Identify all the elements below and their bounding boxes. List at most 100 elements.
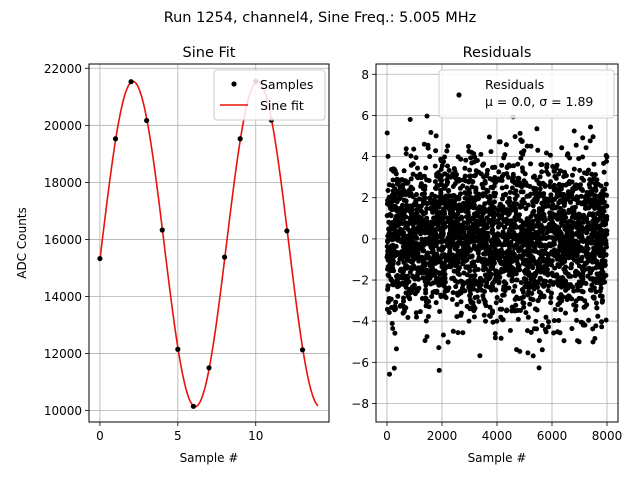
residual-point: [513, 217, 519, 223]
residual-point: [404, 244, 409, 250]
residual-point: [547, 152, 553, 158]
residual-point: [541, 191, 547, 197]
residual-point: [481, 174, 487, 180]
residual-point: [551, 318, 557, 324]
residual-point: [588, 124, 593, 130]
residual-point: [491, 199, 497, 205]
residual-point: [520, 300, 526, 306]
residual-point: [401, 295, 406, 301]
residual-point: [529, 222, 535, 228]
residual-point: [462, 173, 468, 179]
residual-point: [520, 168, 526, 174]
residual-point: [393, 306, 398, 312]
residual-point: [558, 292, 564, 298]
residual-point: [599, 293, 605, 299]
residual-point: [593, 232, 599, 238]
residual-point: [486, 199, 491, 205]
residual-point: [563, 227, 569, 233]
residual-point: [539, 169, 545, 175]
residual-point: [451, 166, 457, 172]
residual-point: [427, 154, 433, 160]
residual-point: [481, 222, 487, 228]
sample-point: [144, 117, 150, 124]
residual-point: [511, 288, 516, 294]
residual-point: [604, 228, 610, 234]
residual-point: [535, 229, 541, 235]
residual-point: [423, 200, 429, 206]
residual-point: [457, 202, 462, 208]
residual-point: [423, 296, 429, 301]
residual-point: [408, 162, 414, 168]
residual-point: [455, 211, 461, 216]
residual-point: [563, 282, 569, 288]
residual-point: [433, 186, 439, 191]
residual-point: [416, 229, 422, 235]
residual-point: [396, 213, 402, 219]
residual-point: [580, 320, 586, 326]
residual-point: [489, 218, 495, 224]
residual-point: [425, 314, 431, 319]
residual-point: [546, 252, 552, 257]
residual-point: [549, 262, 555, 268]
residual-point: [417, 206, 423, 212]
y-tick-label: 0: [361, 232, 369, 246]
residual-point: [515, 161, 521, 167]
residual-point: [433, 148, 439, 154]
residual-point: [465, 202, 471, 208]
residual-point: [422, 260, 428, 266]
residual-point: [477, 241, 483, 247]
x-tick-label: 0: [96, 429, 104, 443]
residual-point: [556, 171, 562, 177]
residual-point: [416, 244, 422, 250]
residual-point: [423, 210, 429, 216]
residual-point: [476, 299, 482, 305]
residual-point: [462, 165, 468, 171]
residual-point: [463, 178, 469, 184]
y-tick-label: 16000: [44, 233, 82, 247]
residual-point: [462, 244, 468, 250]
residual-point: [603, 317, 609, 323]
residual-point: [544, 169, 549, 174]
residual-point: [426, 304, 432, 310]
residual-point: [568, 273, 574, 279]
sine-fit-line: [99, 80, 319, 408]
sine-fit-ylabel: ADC Counts: [15, 207, 29, 279]
residual-point: [533, 186, 539, 192]
residual-point: [428, 130, 434, 135]
residual-point: [551, 330, 557, 336]
residual-point: [601, 169, 607, 175]
residual-point: [493, 287, 499, 293]
residual-point: [486, 248, 492, 254]
residual-point: [441, 271, 447, 277]
residual-point: [553, 175, 559, 181]
residual-point: [545, 288, 551, 294]
residual-point: [535, 191, 541, 197]
residual-point: [415, 266, 421, 271]
residual-point: [512, 283, 518, 289]
residual-point: [387, 371, 392, 377]
residual-point: [472, 305, 478, 311]
residual-point: [490, 281, 495, 287]
residual-point: [501, 224, 507, 230]
residual-point: [492, 246, 498, 252]
residual-point: [421, 141, 427, 147]
residual-point: [595, 313, 601, 319]
residual-point: [487, 206, 493, 212]
residual-point: [556, 248, 562, 253]
residual-point: [413, 310, 419, 316]
residual-point: [469, 260, 475, 266]
residual-point: [401, 168, 407, 174]
residual-point: [524, 216, 530, 222]
residual-point: [466, 144, 471, 149]
residual-point: [593, 289, 599, 295]
residual-point: [523, 206, 529, 212]
residual-point: [546, 283, 552, 289]
residual-point: [560, 199, 566, 205]
residual-point: [400, 238, 406, 244]
sine-fit-title: Sine Fit: [183, 45, 236, 61]
residual-point: [569, 326, 575, 332]
residual-point: [499, 185, 505, 191]
residual-point: [395, 293, 401, 299]
residual-point: [518, 155, 524, 161]
residual-point: [580, 272, 586, 278]
